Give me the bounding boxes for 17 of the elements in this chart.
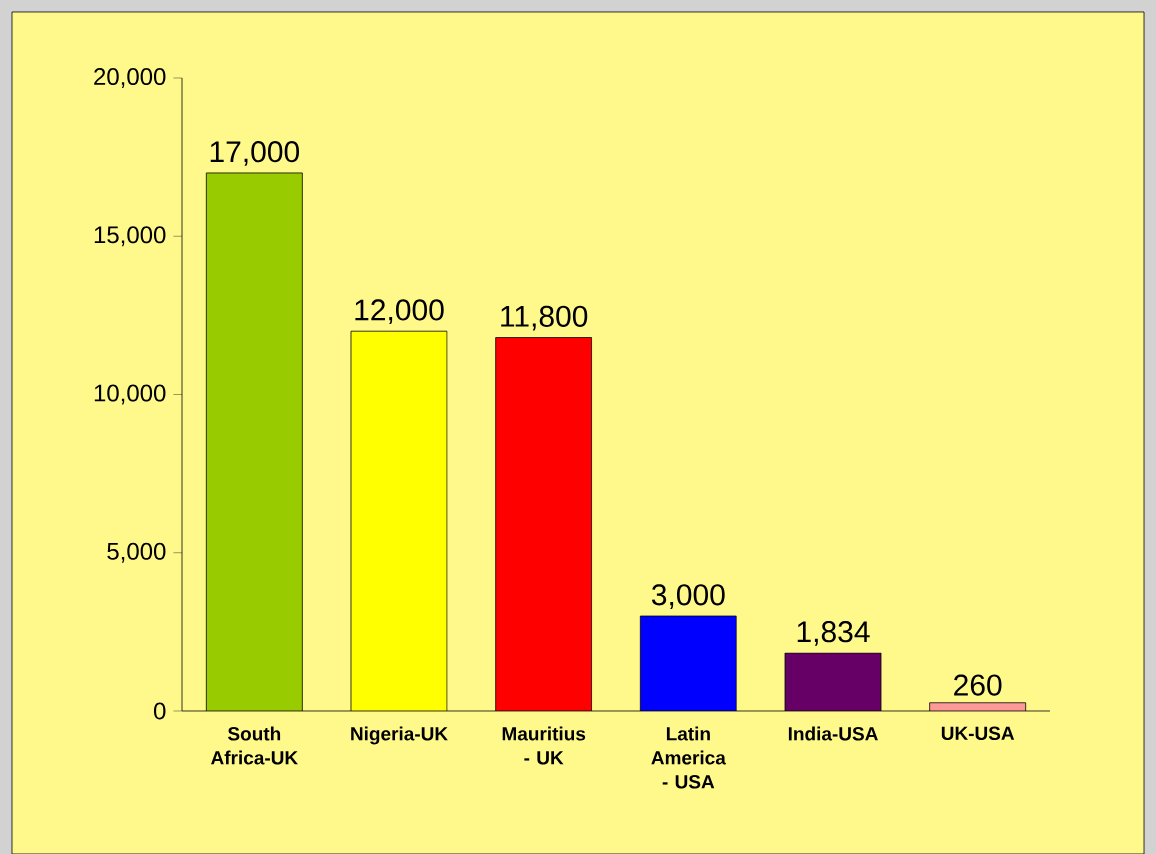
x-tick-label: Mauritius - UK <box>502 726 586 765</box>
data-label: 3,000 <box>651 584 725 609</box>
x-tick-label: UK-USA <box>941 726 1015 740</box>
data-label: 17,000 <box>210 140 300 166</box>
data-label: 260 <box>954 674 1002 696</box>
x-tick-label: South Africa-UK <box>210 726 298 765</box>
x-tick-label: Latin America - USA <box>651 726 726 789</box>
x-tick-label: Nigeria-UK <box>351 726 448 745</box>
x-tick-label: India-USA <box>788 726 878 741</box>
data-label: 1,834 <box>797 620 870 646</box>
y-tick-label: 15,000 <box>94 226 166 246</box>
data-label: 12,000 <box>355 299 444 324</box>
y-tick-label: 10,000 <box>94 384 166 405</box>
y-tick-label: 5,000 <box>107 542 166 563</box>
data-label: 11,800 <box>501 305 588 331</box>
y-tick-label: 20,000 <box>94 67 166 88</box>
y-tick-label: 0 <box>153 702 166 720</box>
